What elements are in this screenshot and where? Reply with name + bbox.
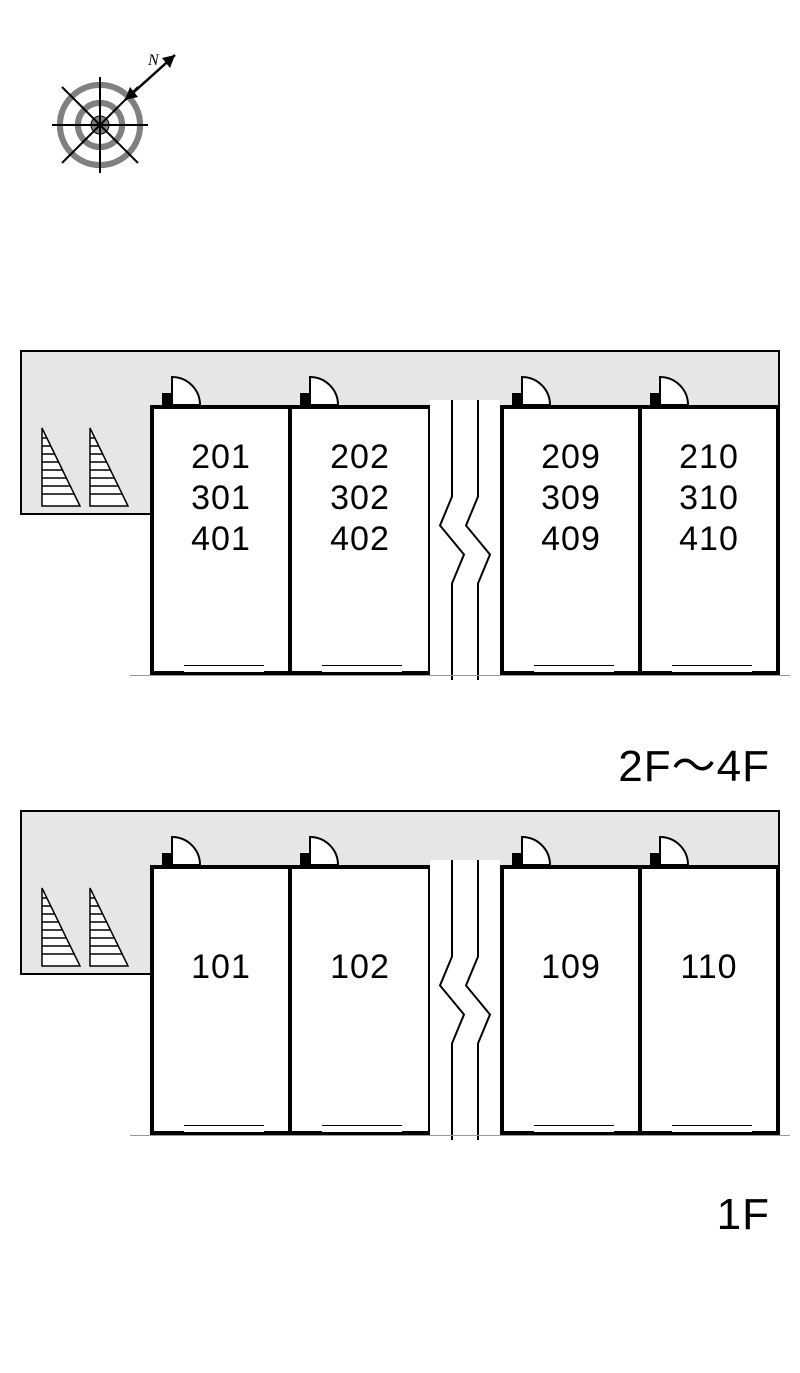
window-marker [534, 665, 614, 673]
unit-cell: 109 [500, 865, 640, 1135]
door-icon [300, 367, 340, 405]
room-number: 410 [679, 519, 739, 560]
room-number: 409 [541, 519, 601, 560]
door-icon [650, 367, 690, 405]
room-number: 109 [541, 947, 601, 988]
window-marker [322, 1125, 402, 1133]
unit-label: 110 [680, 897, 737, 988]
unit-cell: 101 [150, 865, 290, 1135]
room-number: 201 [191, 437, 251, 478]
balcony-line [130, 1135, 790, 1149]
break-indicator [430, 860, 500, 1140]
unit-cell: 209 309 409 [500, 405, 640, 675]
room-number: 202 [330, 437, 390, 478]
room-number: 402 [330, 519, 390, 560]
balcony-line [130, 675, 790, 689]
door-icon [650, 827, 690, 865]
door-icon [162, 367, 202, 405]
break-indicator [430, 400, 500, 680]
compass-icon: N [40, 40, 190, 190]
room-number: 209 [541, 437, 601, 478]
unit-label: 202 302 402 [330, 437, 390, 559]
unit-cell: 110 [640, 865, 780, 1135]
window-marker [322, 665, 402, 673]
unit-cell: 102 [290, 865, 430, 1135]
room-number: 301 [191, 478, 251, 519]
floor-label-lower: 1F [717, 1190, 770, 1240]
units-row-lower: 101 102 [150, 865, 780, 1135]
door-icon [300, 827, 340, 865]
compass-north-label: N [147, 52, 160, 69]
room-number: 102 [330, 947, 390, 988]
window-marker [534, 1125, 614, 1133]
window-marker [672, 1125, 752, 1133]
window-marker [184, 665, 264, 673]
door-icon [162, 827, 202, 865]
floor-label-upper: 2F〜4F [618, 730, 770, 794]
room-number: 310 [679, 478, 739, 519]
unit-label: 201 301 401 [191, 437, 251, 559]
room-number: 110 [680, 947, 737, 988]
room-number: 101 [191, 947, 251, 988]
window-marker [184, 1125, 264, 1133]
unit-cell: 201 301 401 [150, 405, 290, 675]
door-icon [512, 367, 552, 405]
unit-label: 109 [541, 897, 601, 988]
unit-cell: 210 310 410 [640, 405, 780, 675]
window-marker [672, 665, 752, 673]
room-number: 302 [330, 478, 390, 519]
floor-plan-diagram: N [0, 0, 800, 1373]
unit-label: 209 309 409 [541, 437, 601, 559]
unit-label: 101 [191, 897, 251, 988]
room-number: 401 [191, 519, 251, 560]
door-icon [512, 827, 552, 865]
room-number: 309 [541, 478, 601, 519]
unit-cell: 202 302 402 [290, 405, 430, 675]
stairs-icon [38, 878, 134, 970]
compass-rose: N [40, 40, 190, 190]
units-row-upper: 201 301 401 202 302 402 [150, 405, 780, 675]
stairs-icon [38, 418, 134, 510]
unit-label: 210 310 410 [679, 437, 739, 559]
unit-label: 102 [330, 897, 390, 988]
room-number: 210 [679, 437, 739, 478]
